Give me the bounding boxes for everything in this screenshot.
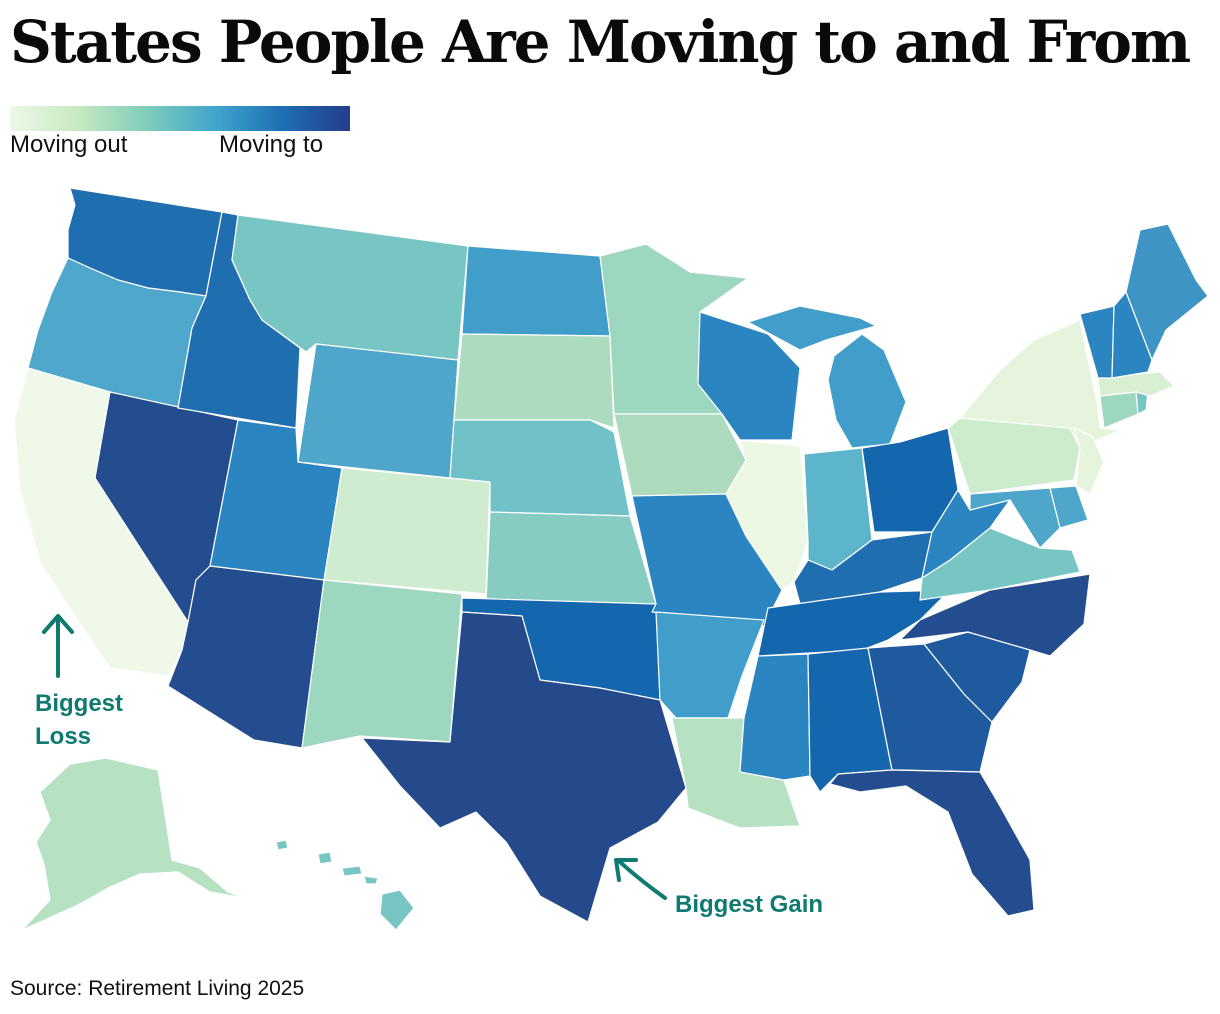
biggest-gain-label: Biggest Gain (675, 891, 824, 918)
state-florida[interactable] (829, 769, 1035, 917)
state-delaware[interactable] (1049, 485, 1089, 529)
state-connecticut[interactable] (1099, 391, 1139, 429)
state-north-carolina[interactable] (899, 573, 1091, 657)
state-new-york[interactable] (959, 319, 1121, 449)
biggest-loss-line-2: Loss (35, 723, 92, 750)
state-wyoming[interactable] (297, 343, 459, 479)
state-alaska[interactable] (21, 757, 245, 931)
legend-color-scale (10, 106, 350, 131)
state-new-mexico[interactable] (301, 579, 463, 749)
legend-low-label: Moving out (10, 131, 128, 158)
us-states-map (13, 187, 1209, 931)
state-massachusetts[interactable] (1097, 371, 1175, 397)
state-new-jersey[interactable] (1073, 427, 1105, 495)
legend-high-label: Moving to (219, 131, 324, 158)
state-pennsylvania[interactable] (947, 417, 1081, 495)
state-mississippi[interactable] (739, 653, 811, 781)
biggest-gain-arrow (614, 858, 667, 900)
page-title: States People Are Moving to and From (10, 8, 1191, 76)
biggest-loss-line-1: Biggest (35, 690, 124, 717)
state-montana[interactable] (231, 214, 469, 361)
state-south-dakota[interactable] (453, 333, 615, 429)
source-note: Source: Retirement Living 2025 (10, 977, 305, 1000)
state-west-virginia[interactable] (921, 489, 1011, 579)
state-illinois[interactable] (725, 439, 809, 591)
state-iowa[interactable] (613, 413, 747, 497)
state-new-hampshire[interactable] (1111, 291, 1153, 379)
biggest-loss-arrow (42, 614, 74, 678)
state-north-dakota[interactable] (461, 245, 611, 337)
state-kansas[interactable] (485, 511, 657, 605)
state-hawaii[interactable] (275, 839, 415, 931)
state-colorado[interactable] (323, 467, 491, 595)
state-texas[interactable] (361, 611, 687, 923)
state-maine[interactable] (1125, 223, 1209, 361)
state-wisconsin[interactable] (697, 311, 801, 441)
biggest-loss-label: Biggest Loss (35, 687, 123, 753)
